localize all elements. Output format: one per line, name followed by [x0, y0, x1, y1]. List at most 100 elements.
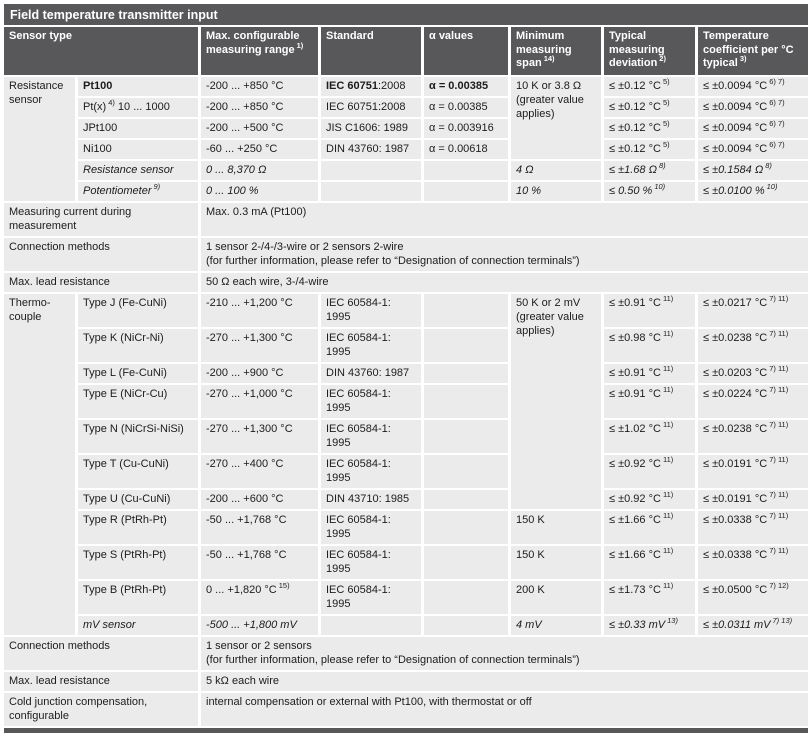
cell-min-span: 150 K: [511, 510, 601, 544]
footnote-ref: 11): [662, 454, 674, 464]
cell-alpha: [424, 160, 508, 180]
cell-standard: IEC 60584-1: 1995: [321, 580, 421, 614]
cell-deviation: ≤ ±0.91 °C 11): [604, 293, 695, 327]
cell-min-span: 4 Ω: [511, 160, 601, 180]
cell-standard: IEC 60584-1: 1995: [321, 545, 421, 579]
footnote-ref: 4): [108, 97, 115, 107]
cell-range: 0 ... +1,820 °C 15): [201, 580, 318, 614]
group-label-resistance: Resistance sensor: [4, 76, 75, 201]
cell-temp-coeff: ≤ ±0.0500 °C 7) 12): [698, 580, 808, 614]
footnote-ref: 5): [662, 76, 670, 86]
footnote-ref: 11): [662, 328, 674, 338]
cell-temp-coeff: ≤ ±0.0217 °C 7) 11): [698, 293, 808, 327]
footnote-ref: 3): [739, 54, 747, 64]
cell-min-span: 150 K: [511, 545, 601, 579]
cell-sensor-name: Type E (NiCr-Cu): [78, 384, 198, 418]
cell-alpha: [424, 384, 508, 418]
cell-alpha: [424, 545, 508, 579]
cell-standard: [321, 181, 421, 201]
cell-sensor-name: mV sensor: [78, 615, 198, 635]
footnote-ref: 11): [662, 580, 674, 590]
cell-range: -60 ... +250 °C: [201, 139, 318, 159]
cell-deviation: ≤ ±0.12 °C 5): [604, 76, 695, 96]
cell-deviation: ≤ ±0.91 °C 11): [604, 363, 695, 383]
info-row-cold-junction: Cold junction compensation, configurable…: [4, 692, 808, 726]
info-label: Max. lead resistance: [4, 671, 198, 691]
cell-standard: [321, 615, 421, 635]
cell-sensor-name: Type N (NiCrSi-NiSi): [78, 419, 198, 453]
cell-min-span: 10 %: [511, 181, 601, 201]
thermocouple-section: Thermo-couple Type J (Fe-CuNi) -210 ... …: [4, 293, 808, 635]
cell-deviation: ≤ ±0.98 °C 11): [604, 328, 695, 362]
cell-temp-coeff: ≤ ±0.0238 °C 7) 11): [698, 419, 808, 453]
col-header-min-span: Minimum measuring span 14): [511, 27, 601, 75]
cell-deviation: ≤ ±0.12 °C 5): [604, 118, 695, 138]
cell-min-span-shared: 10 K or 3.8 Ω (greater value applies): [511, 76, 601, 159]
col-header-alpha: α values: [424, 27, 508, 75]
info-value: 5 kΩ each wire: [201, 671, 808, 691]
cell-sensor-name: Type L (Fe-CuNi): [78, 363, 198, 383]
cell-range: -270 ... +400 °C: [201, 454, 318, 488]
cell-alpha: [424, 580, 508, 614]
cell-range: -50 ... +1,768 °C: [201, 510, 318, 544]
cell-standard: IEC 60584-1: 1995: [321, 293, 421, 327]
cell-temp-coeff: ≤ ±0.0100 % 10): [698, 181, 808, 201]
footnote-ref: 10): [654, 181, 666, 191]
cell-sensor-name: Type U (Cu-CuNi): [78, 489, 198, 509]
cell-standard: IEC 60751:2008: [321, 97, 421, 117]
footnote-ref: 7) 11): [769, 510, 789, 520]
col-header-temp-coeff: Temperature coefficient per °C typical 3): [698, 27, 808, 75]
cell-deviation: ≤ ±1.02 °C 11): [604, 419, 695, 453]
footnote-ref: 7) 11): [769, 384, 789, 394]
cell-alpha: α = 0.003916: [424, 118, 508, 138]
footnote-ref: 8): [765, 160, 772, 170]
cell-deviation: ≤ ±1.73 °C 11): [604, 580, 695, 614]
footnote-ref: 7) 11): [769, 419, 789, 429]
column-header-row: Sensor type Max. configurable measuring …: [4, 27, 808, 75]
footnote-ref: 11): [662, 293, 674, 303]
cell-alpha: [424, 293, 508, 327]
footnote-ref: 11): [662, 545, 674, 555]
cell-deviation: ≤ ±0.33 mV 13): [604, 615, 695, 635]
cell-deviation: ≤ ±1.68 Ω 8): [604, 160, 695, 180]
footnote-ref: 7) 11): [769, 293, 789, 303]
cell-temp-coeff: ≤ ±0.0238 °C 7) 11): [698, 328, 808, 362]
info-row-connection-methods-tc: Connection methods 1 sensor or 2 sensors…: [4, 636, 808, 670]
cell-sensor-name: Type T (Cu-CuNi): [78, 454, 198, 488]
cell-sensor-name: Pt100: [78, 76, 198, 96]
cell-alpha: [424, 363, 508, 383]
footnote-ref: 1): [296, 40, 304, 50]
footnote-ref: 14): [543, 54, 555, 64]
footnote-ref: 5): [662, 97, 670, 107]
footnote-ref: 6) 7): [769, 97, 785, 107]
cell-alpha: [424, 489, 508, 509]
cell-range: -270 ... +1,300 °C: [201, 328, 318, 362]
footnote-ref: 2): [659, 54, 666, 64]
cell-range: -200 ... +850 °C: [201, 76, 318, 96]
info-value: Max. 0.3 mA (Pt100): [201, 202, 808, 236]
cell-deviation: ≤ ±1.66 °C 11): [604, 510, 695, 544]
cell-temp-coeff: ≤ ±0.0094 °C 6) 7): [698, 76, 808, 96]
cell-deviation: ≤ ±1.66 °C 11): [604, 545, 695, 579]
cell-sensor-name: Type J (Fe-CuNi): [78, 293, 198, 327]
footnote-ref: 5): [662, 118, 670, 128]
cell-range: -200 ... +850 °C: [201, 97, 318, 117]
cell-temp-coeff: ≤ ±0.0094 °C 6) 7): [698, 118, 808, 138]
cell-alpha: [424, 510, 508, 544]
info-row-lead-resistance-tc: Max. lead resistance 5 kΩ each wire: [4, 671, 808, 691]
cell-range: 0 ... 8,370 Ω: [201, 160, 318, 180]
info-label: Max. lead resistance: [4, 272, 198, 292]
cell-alpha: [424, 615, 508, 635]
info-label: Connection methods: [4, 636, 198, 670]
cell-temp-coeff: ≤ ±0.0338 °C 7) 11): [698, 510, 808, 544]
cell-sensor-name: Type R (PtRh-Pt): [78, 510, 198, 544]
cell-standard: JIS C1606: 1989: [321, 118, 421, 138]
footnote-ref: 11): [662, 363, 674, 373]
footnote-ref: 7) 12): [769, 580, 789, 590]
cell-standard: DIN 43760: 1987: [321, 139, 421, 159]
cell-alpha: α = 0.00385: [424, 97, 508, 117]
col-header-standard: Standard: [321, 27, 421, 75]
footnote-ref: 11): [662, 419, 674, 429]
cell-sensor-name: Type K (NiCr-Ni): [78, 328, 198, 362]
